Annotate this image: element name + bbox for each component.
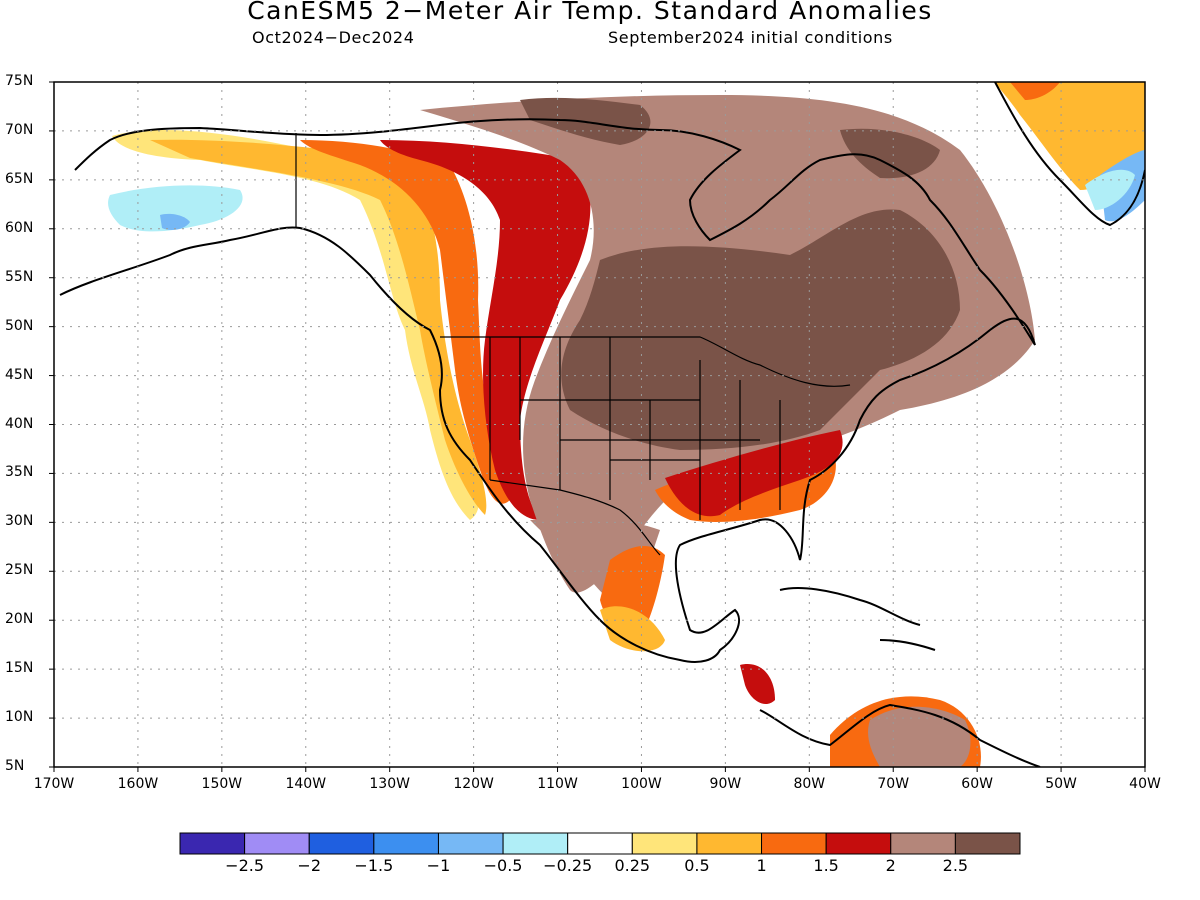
political-borders [295,133,851,556]
lon-label: 50W [1045,776,1077,792]
lat-label: 25N [5,562,34,579]
region-anomaly-central-america [740,664,775,705]
border-us-canada [440,336,851,387]
lat-label: 65N [5,170,34,187]
lat-label: 30N [5,513,34,530]
colorbar-label: 2 [885,856,896,875]
colorbar-swatch [825,832,892,855]
lat-label: 40N [5,415,34,432]
region-anomaly-greenland-warm [1010,82,1060,100]
lon-label: 140W [285,776,327,792]
lon-label: 70W [877,776,910,792]
map-title: CanESM5 2−Meter Air Temp. Standard Anoma… [247,0,933,25]
lat-label: 35N [5,464,34,481]
colorbar-label: 1.5 [813,856,839,875]
colorbar-label: 2.5 [942,856,969,875]
lat-label: 20N [5,611,34,628]
colorbar-label: −2 [297,856,322,875]
region-anomaly-alaska-cool [108,185,243,232]
coastline-caribbean [779,587,936,651]
lat-label: 75N [5,73,34,89]
colorbar-label: 0.25 [614,856,651,875]
region-anomaly-2-west [380,140,591,520]
region-anomaly-1-1p5-west [150,139,487,515]
lon-label: 40W [1129,776,1161,792]
region-anomaly-greenland-cool [1085,169,1135,210]
region-anomaly-2-southeast [665,430,843,517]
lon-label: 60W [961,776,993,792]
axis-ticks [49,81,1146,772]
lon-label: 170W [33,776,75,792]
colorbar-swatch [761,832,827,855]
lon-label: 150W [201,776,243,792]
colorbar-swatch [631,832,698,855]
lat-label: 55N [5,268,34,285]
lat-label: 15N [5,660,34,677]
colorbar-swatch [954,832,1021,855]
coastline-south-america [759,703,1041,767]
coastlines [59,82,1145,767]
region-anomaly-south-america-core [868,706,971,767]
lat-label: 60N [5,219,34,236]
graticule [54,82,1145,767]
colorbar-swatch [567,832,633,855]
colorbar-label: −0.5 [483,856,523,875]
region-anomaly-1p5-2-west [300,140,510,504]
region-anomaly-0p5-1-mexico [600,606,665,652]
colorbar-swatch [179,832,246,855]
lon-label: 100W [621,776,662,792]
lon-label: 80W [793,776,826,792]
region-anomaly-alaska-cold [160,213,190,230]
lat-label: 10N [5,709,34,726]
lat-label: 45N [5,366,34,383]
colorbar-label: −0.25 [543,856,593,875]
lon-label: 160W [117,776,159,792]
region-anomaly-above-2p5-labrador [840,128,940,179]
colorbar-label: −1.5 [354,856,394,875]
colorbar-swatch [244,832,310,855]
lon-label: 120W [453,776,494,792]
region-anomaly-greenland [995,82,1145,190]
border-us-states [489,337,781,520]
colorbar-label: −2.5 [225,856,265,875]
colorbar-label: −1 [426,856,451,875]
colorbar-swatch [373,832,439,855]
lat-label: 5N [5,758,25,774]
lat-label: 70N [5,121,34,138]
colorbar-swatch [890,832,956,855]
lon-label: 130W [369,776,410,792]
lon-label: 90W [709,776,742,792]
anomaly-shading [108,82,1145,767]
forecast-period: Oct2024−Dec2024 [252,28,415,47]
colorbar-label: 0.5 [684,856,710,875]
coastline-greenland [994,82,1145,227]
colorbar-swatch [502,832,569,855]
colorbar [179,832,1021,855]
lat-label: 50N [5,317,34,334]
lon-label: 110W [537,776,578,792]
region-anomaly-above-2p5-core [561,209,960,450]
coastline-north-america [59,118,1036,663]
colorbar-label: 1 [756,856,767,875]
colorbar-swatch [437,832,504,855]
colorbar-swatch [308,832,375,855]
initial-conditions: September2024 initial conditions [608,28,893,47]
region-anomaly-0p5-1 [112,129,479,520]
border-us-mexico [489,479,661,556]
colorbar-swatch [696,832,763,855]
